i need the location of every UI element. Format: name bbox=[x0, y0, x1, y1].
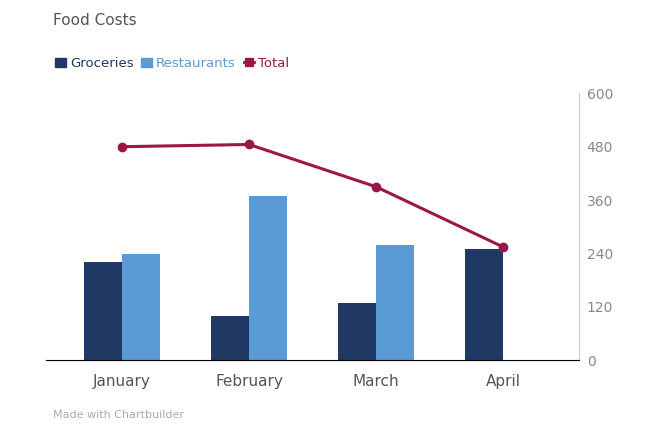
Bar bbox=[84, 262, 122, 360]
Text: Food Costs: Food Costs bbox=[53, 13, 136, 28]
Bar bbox=[122, 254, 161, 360]
Legend: Groceries, Restaurants, Total: Groceries, Restaurants, Total bbox=[50, 52, 294, 75]
Bar bbox=[211, 316, 249, 360]
Bar bbox=[249, 196, 287, 360]
Bar bbox=[338, 303, 376, 360]
Bar bbox=[465, 249, 503, 360]
Bar bbox=[376, 245, 414, 360]
Text: Made with Chartbuilder: Made with Chartbuilder bbox=[53, 410, 184, 420]
